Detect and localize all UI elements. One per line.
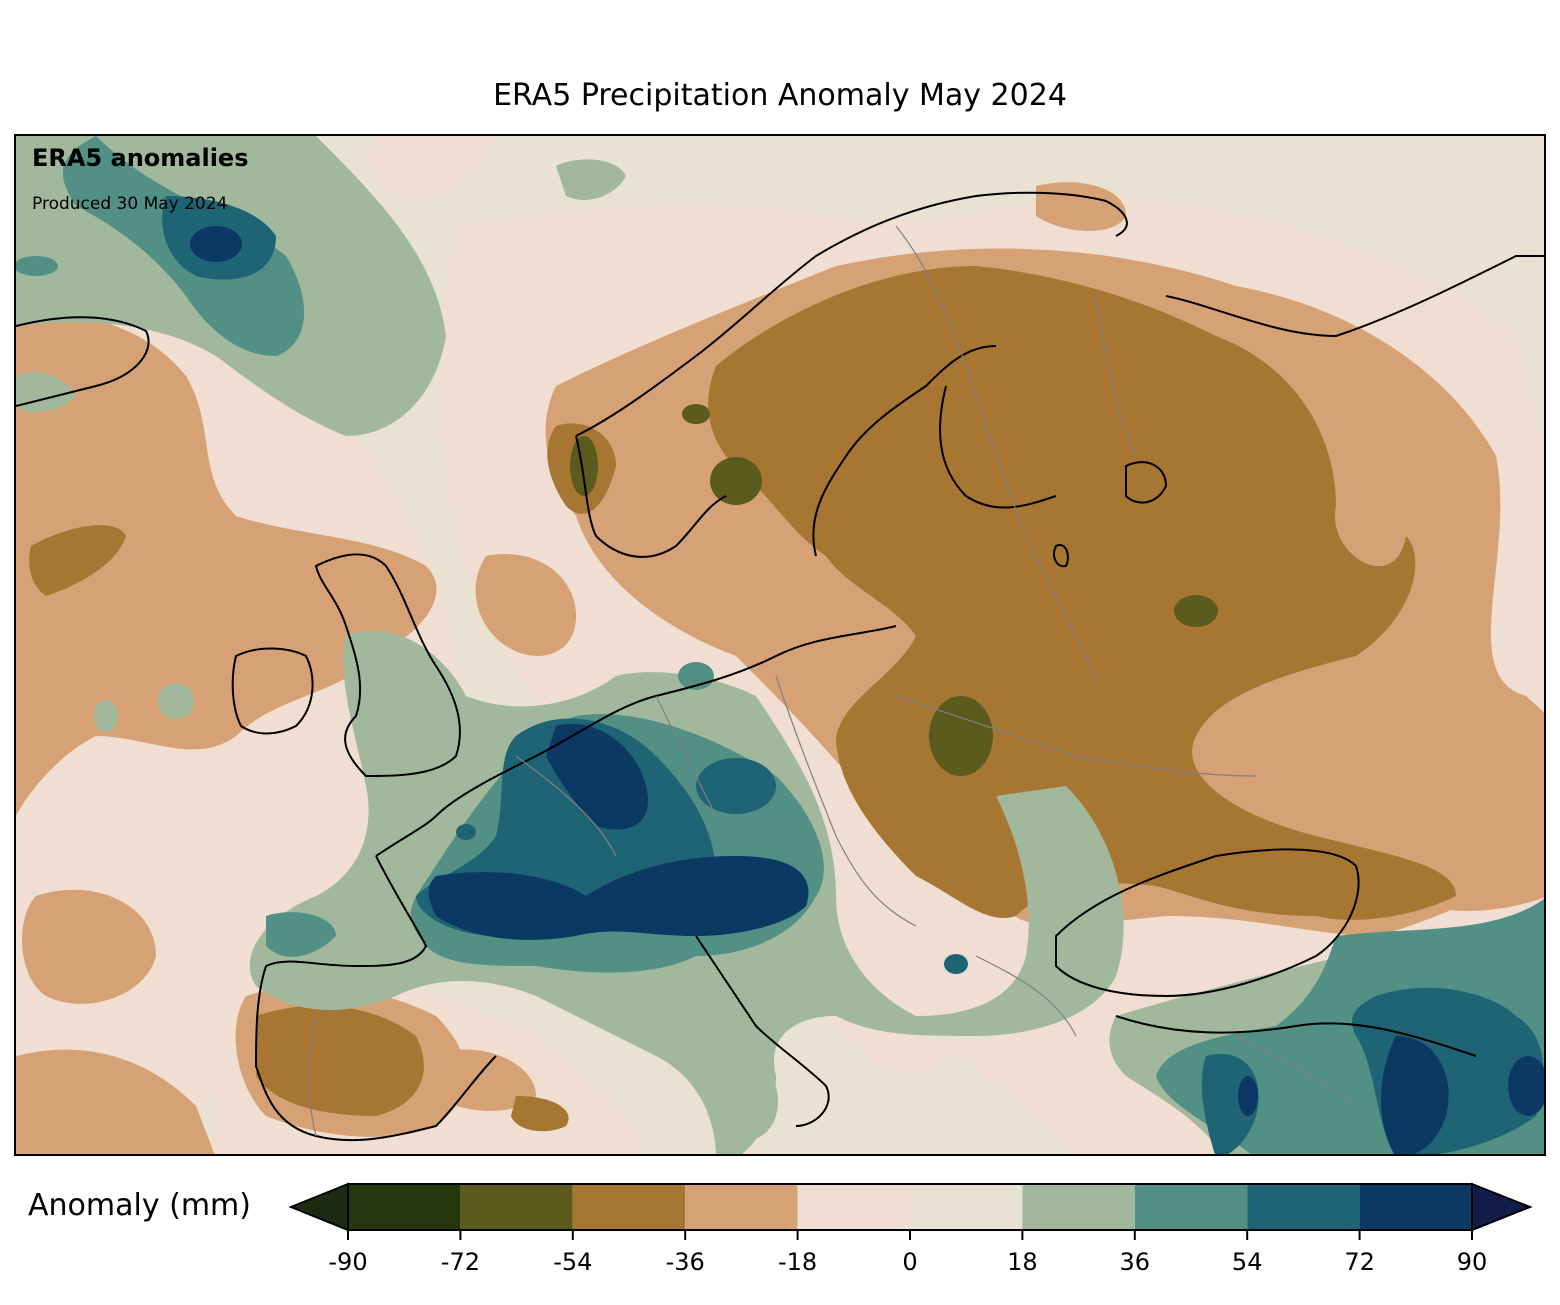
anomaly-map	[16, 136, 1544, 1154]
colorbar-bin	[910, 1184, 1023, 1230]
colorbar-tick-label: -54	[553, 1248, 592, 1276]
colorbar-bin	[460, 1184, 573, 1230]
country-borders	[307, 225, 1357, 1137]
colorbar-tick-label: 72	[1344, 1248, 1375, 1276]
contour-very-dry	[29, 266, 1456, 1132]
colorbar-bin	[1359, 1184, 1472, 1230]
colorbar-bin	[797, 1184, 910, 1230]
colorbar-bin	[348, 1184, 461, 1230]
annotation-produced-date: Produced 30 May 2024	[32, 194, 228, 214]
contour-most-wet	[190, 226, 1544, 1154]
colorbar-ticks: -90 -72 -54 -36 -18 0 18 36 54 72 90	[328, 1230, 1487, 1276]
colorbar-tick-label: 18	[1007, 1248, 1038, 1276]
colorbar-outline	[347, 1183, 1473, 1231]
colorbar-tick-label: -18	[778, 1248, 817, 1276]
contour-extremely-dry	[570, 404, 1218, 776]
chart-title: ERA5 Precipitation Anomaly May 2024	[493, 78, 1067, 113]
colorbar-bin	[1022, 1184, 1135, 1230]
colorbar-extend-max-arrow	[1471, 1182, 1533, 1232]
colorbar-bin	[685, 1184, 798, 1230]
map-panel: ERA5 anomalies Produced 30 May 2024	[14, 134, 1546, 1156]
annotation-title: ERA5 anomalies	[32, 144, 249, 172]
colorbar-bin	[572, 1184, 686, 1230]
lakes	[1053, 461, 1168, 568]
colorbar-tick-label: -90	[328, 1248, 367, 1276]
colorbar-tick-label: 54	[1232, 1248, 1263, 1276]
colorbar-tick-label: 0	[902, 1248, 917, 1276]
colorbar-tick-label: 90	[1457, 1248, 1488, 1276]
colorbar-bin	[1134, 1184, 1248, 1230]
colorbar-bins	[348, 1184, 1472, 1230]
colorbar-extend-min-arrow	[288, 1182, 349, 1232]
colorbar-bin	[1247, 1184, 1360, 1230]
colorbar-label: Anomaly (mm)	[28, 1188, 251, 1223]
colorbar-tick-label: -72	[441, 1248, 480, 1276]
colorbar-tick-label: 36	[1120, 1248, 1151, 1276]
colorbar-tick-label: -36	[666, 1248, 705, 1276]
